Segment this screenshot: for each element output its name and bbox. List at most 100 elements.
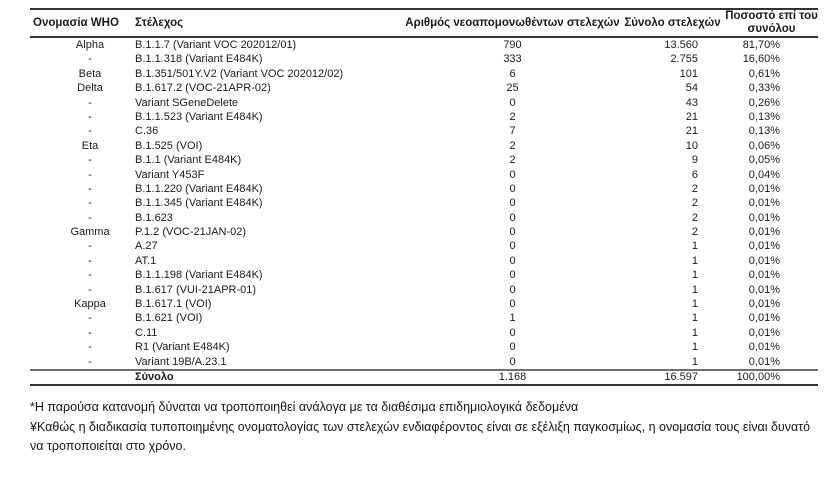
table-row: Gamma P.1.2 (VOC-21JAN-02) 0 2 0,01% [30,225,818,239]
cell-total-strains: 43 [685,96,698,109]
cell-percent: 0,05% [748,154,780,167]
table-row: Delta B.1.617.2 (VOC-21APR-02) 25 54 0,3… [30,81,818,95]
cell-percent: 0,61% [748,67,780,80]
table-row: - Variant Y453F 0 6 0,04% [30,168,818,182]
table-row: - B.1.1.220 (Variant E484K) 0 2 0,01% [30,182,818,196]
cell-strain: B.1.351/501Y.V2 (Variant VOC 202012/02) [135,67,344,80]
footnotes: *Η παρούσα κατανομή δύναται να τροποποιη… [30,398,820,457]
cell-total-strains: 9 [691,154,698,167]
cell-new-isolates: 0 [509,226,516,239]
cell-percent: 0,01% [748,341,780,354]
cell-new-isolates: 0 [509,168,516,181]
cell-total-strains: 2.755 [670,53,698,66]
table-row: Eta B.1.525 (VOI) 2 10 0,06% [30,139,818,153]
cell-percent: 0,01% [748,326,780,339]
cell-total-strains: 1 [691,298,698,311]
cell-new-isolates: 0 [509,326,516,339]
cell-who-name: - [88,110,92,123]
cell-total-strains: 101 [679,67,698,80]
cell-who-name: - [88,326,92,339]
table-row: - Variant SGeneDelete 0 43 0,26% [30,96,818,110]
column-header-percent-of-total: Ποσοστό επί του συνόλου [725,10,818,35]
cell-new-isolates: 6 [509,67,516,80]
cell-who-name: Eta [81,139,99,152]
table-row: - C.36 7 21 0,13% [30,124,818,138]
cell-new-isolates: 0 [509,211,516,224]
table-row: - A.27 0 1 0,01% [30,239,818,253]
cell-strain: B.1.617.1 (VOI) [135,298,212,311]
cell-who-name: - [88,269,92,282]
table-row: - AT.1 0 1 0,01% [30,254,818,268]
table-row: - B.1.623 0 2 0,01% [30,211,818,225]
cell-new-isolates: 333 [503,53,522,66]
cell-percent: 0,01% [748,226,780,239]
cell-new-isolates: 0 [509,269,516,282]
cell-strain: B.1.1.7 (Variant VOC 202012/01) [135,39,297,51]
cell-total-strains: 1 [691,254,698,267]
cell-who-name: Beta [78,67,102,80]
cell-strain: B.1.621 (VOI) [135,312,203,325]
cell-who-name: - [88,182,92,195]
cell-strain: B.1.1.198 (Variant E484K) [135,269,263,282]
cell-new-isolates: 0 [509,182,516,195]
cell-total-strains: 13.560 [664,39,698,51]
cell-percent: 0,01% [748,240,780,253]
cell-percent: 0,01% [748,197,780,210]
cell-strain: B.1.1.523 (Variant E484K) [135,110,263,123]
cell-new-isolates: 0 [509,96,516,109]
cell-percent: 0,01% [748,182,780,195]
cell-total-strains: 1 [691,240,698,253]
cell-percent: 0,01% [748,211,780,224]
cell-who-name: Gamma [70,226,110,239]
table-header-row: Ονομασία WHO Στέλεχος Αριθμός νεοαπομονω… [30,8,818,38]
table-row: - C.11 0 1 0,01% [30,326,818,340]
cell-percent: 0,06% [748,139,780,152]
cell-who-name: - [88,211,92,224]
cell-strain: C.11 [135,326,158,339]
cell-strain: Variant Y453F [135,168,205,181]
cell-total-strains: 1 [691,355,698,368]
table-total-row: Σύνολο 1.168 16.597 100,00% [30,368,818,386]
cell-total-strains: 6 [691,168,698,181]
column-header-new-isolates: Αριθμός νεοαπομονωθέντων στελεχών [405,16,620,29]
table-row: Beta B.1.351/501Y.V2 (Variant VOC 202012… [30,67,818,81]
cell-strain: B.1.1.220 (Variant E484K) [135,182,263,195]
cell-strain: Variant SGeneDelete [135,96,239,109]
cell-strain: Variant 19B/A.23.1 [135,355,227,368]
table-row: - B.1.621 (VOI) 1 1 0,01% [30,311,818,325]
cell-strain: B.1.617 (VUI-21APR-01) [135,283,257,296]
cell-total-strains: 1 [691,269,698,282]
cell-new-isolates: 2 [509,139,516,152]
cell-new-isolates: 2 [509,110,516,123]
cell-strain: A.27 [135,240,158,253]
cell-who-name: - [88,254,92,267]
cell-who-name: - [88,125,92,138]
footnote-nomenclature-disclaimer: ¥Καθώς η διαδικασία τυποποιημένης ονοματ… [30,419,811,454]
table-row: - B.1.1 (Variant E484K) 2 9 0,05% [30,153,818,167]
cell-percent: 0,04% [748,168,780,181]
column-header-who-name: Ονομασία WHO [33,16,119,29]
cell-new-isolates: 0 [509,283,516,296]
cell-new-isolates: 0 [509,298,516,311]
cell-who-name: Alpha [75,39,105,51]
cell-new-isolates: 0 [509,254,516,267]
cell-who-name: - [88,197,92,210]
cell-strain: B.1.623 [135,211,173,224]
cell-total-strains: 1 [691,341,698,354]
cell-total-strains: 54 [685,82,698,95]
cell-who-name: - [88,283,92,296]
cell-strain: B.1.1.318 (Variant E484K) [135,53,263,66]
cell-who-name: - [88,341,92,354]
cell-percent: 0,26% [748,96,780,109]
cell-new-isolates: 0 [509,355,516,368]
cell-strain: B.1.1 (Variant E484K) [135,154,242,167]
cell-who-name: - [88,154,92,167]
cell-who-name: - [88,312,92,325]
cell-new-isolates: 790 [503,39,522,51]
column-header-strain: Στέλεχος [135,16,184,29]
table-row: - B.1.617 (VUI-21APR-01) 0 1 0,01% [30,283,818,297]
cell-new-isolates: 2 [509,154,516,167]
table-row: - B.1.1.345 (Variant E484K) 0 2 0,01% [30,196,818,210]
cell-who-name: Delta [77,82,103,95]
table-row: - Variant 19B/A.23.1 0 1 0,01% [30,355,818,369]
